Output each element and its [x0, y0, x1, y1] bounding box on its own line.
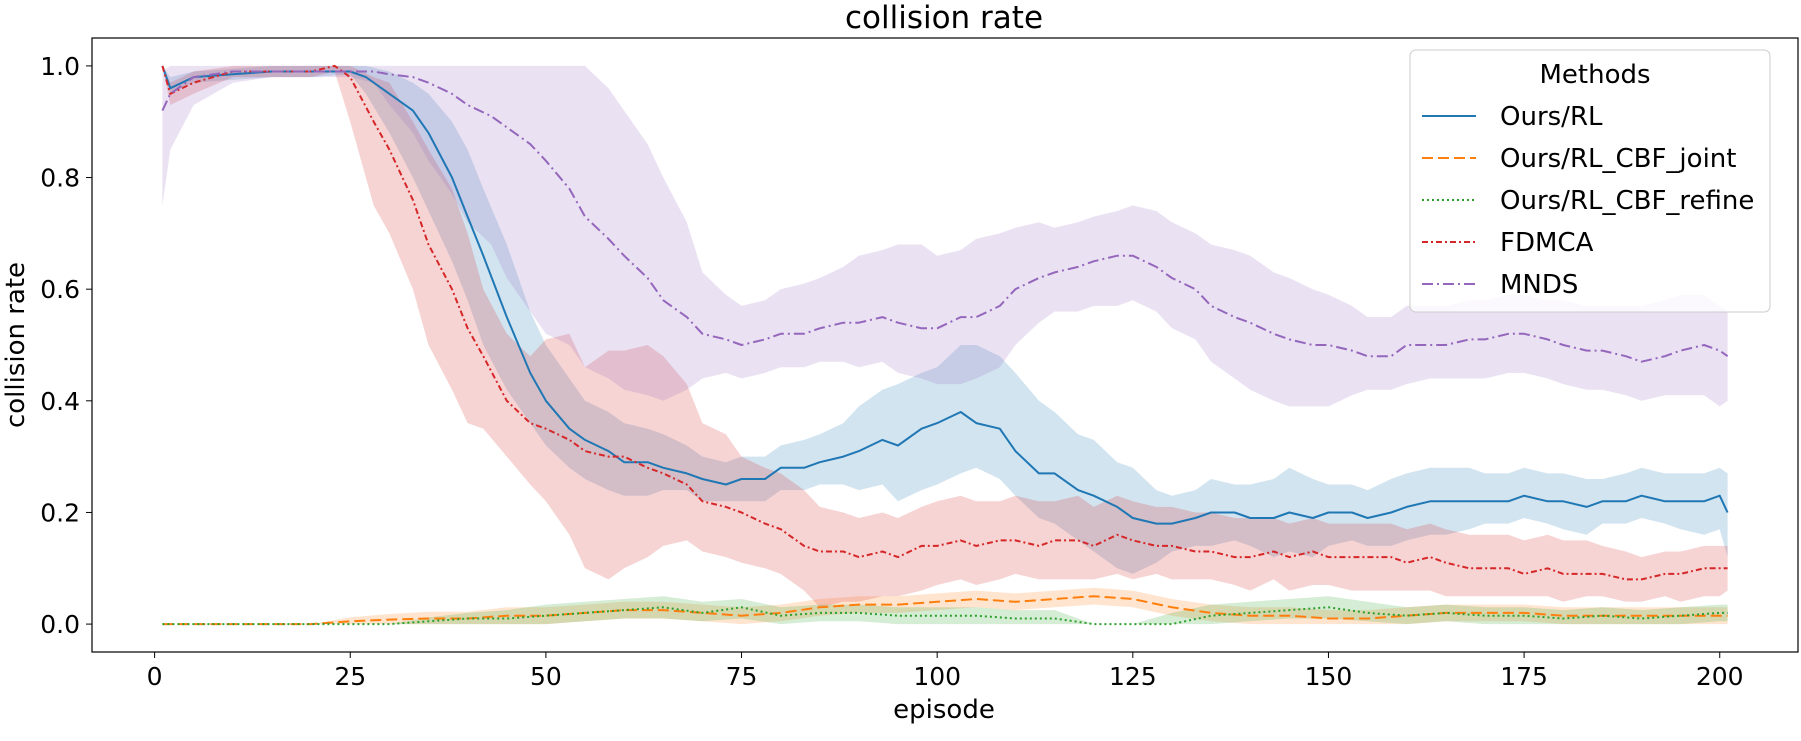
y-tick-label: 0.4	[40, 387, 80, 416]
y-axis: 0.0 0.2 0.4 0.6 0.8 1.0	[40, 52, 92, 639]
plot-frame	[91, 37, 1799, 653]
x-tick-label: 0	[147, 662, 163, 691]
band-fdmca	[162, 65, 1728, 608]
x-tick-label: 100	[913, 662, 961, 691]
legend-label-ours-rl: Ours/RL	[1500, 102, 1603, 132]
x-tick-label: 150	[1305, 662, 1353, 691]
y-tick-label: 0.0	[40, 610, 80, 639]
y-tick-label: 1.0	[40, 52, 80, 81]
legend-entries: Ours/RL Ours/RL_CBF_joint Ours/RL_CBF_refi…	[1422, 102, 1754, 300]
chart-title: collision rate	[845, 0, 1043, 36]
x-tick-label: 25	[334, 662, 366, 691]
legend-label-mnds: MNDS	[1500, 270, 1578, 300]
legend-box	[1409, 49, 1771, 313]
legend: Methods Ours/RL Ours/RL_CBF_joint Ours/RL_…	[1409, 49, 1771, 313]
x-tick-label: 125	[1109, 662, 1157, 691]
y-axis-title: collision rate	[1, 262, 31, 428]
x-axis-title: episode	[893, 695, 995, 725]
legend-label-ours-rl-cbf-refine: Ours/RL_CBF_refine	[1500, 186, 1754, 216]
line-ours-rl-cbf-joint	[162, 595, 1728, 626]
x-tick-label: 50	[530, 662, 562, 691]
x-axis: 0 25 50 75 100 125 150 175 200	[147, 652, 1744, 691]
x-tick-label: 175	[1500, 662, 1548, 691]
line-fdmca	[161, 64, 1728, 581]
band-ours-rl	[162, 65, 1728, 574]
x-tick-label: 200	[1696, 662, 1744, 691]
series-lines	[161, 64, 1729, 626]
x-tick-label: 75	[726, 662, 758, 691]
band-ours-rl-cbf-refine	[162, 596, 1728, 625]
line-ours-rl-cbf-refine	[162, 606, 1728, 626]
y-tick-label: 0.6	[40, 275, 80, 304]
y-tick-label: 0.8	[40, 164, 80, 193]
band-mnds	[162, 65, 1728, 407]
legend-label-fdmca: FDMCA	[1500, 228, 1594, 258]
line-ours-rl	[161, 65, 1729, 525]
legend-label-ours-rl-cbf-joint: Ours/RL_CBF_joint	[1500, 144, 1736, 174]
y-tick-label: 0.2	[40, 498, 80, 527]
legend-title: Methods	[1539, 60, 1650, 90]
confidence-bands	[162, 65, 1728, 625]
